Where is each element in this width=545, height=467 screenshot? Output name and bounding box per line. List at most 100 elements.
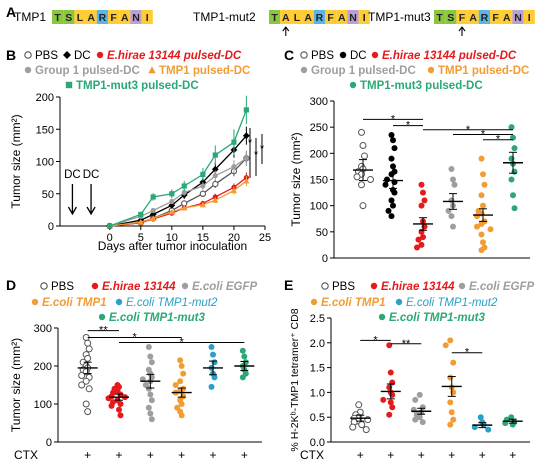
data-point xyxy=(414,244,420,251)
data-point xyxy=(448,409,455,416)
data-point xyxy=(442,342,449,349)
sig-c-1: * xyxy=(363,113,423,125)
data-point xyxy=(85,345,93,353)
data-point xyxy=(358,128,365,136)
data-point xyxy=(386,411,393,418)
residue-letter: I xyxy=(363,12,366,24)
residue-letter: S xyxy=(65,12,72,24)
legend-label: PBS xyxy=(332,281,355,293)
data-point xyxy=(445,207,452,214)
ctx-mark: + xyxy=(357,448,364,462)
group-c-1 xyxy=(353,128,374,210)
ctx-mark: + xyxy=(418,448,425,462)
data-point xyxy=(108,402,115,409)
data-point xyxy=(199,201,206,208)
data-point xyxy=(243,107,249,113)
x-axis-label-b: Days after tumor inoculation xyxy=(98,239,247,253)
legend-c-group1: Group 1 pulsed-DC xyxy=(300,65,416,77)
data-point xyxy=(391,145,398,152)
group-c-3 xyxy=(413,181,433,251)
group-d-5 xyxy=(203,344,223,390)
residue-letter: A xyxy=(503,12,511,24)
data-point xyxy=(147,410,154,417)
residue-box xyxy=(445,10,457,24)
x-tick-label-b: 20 xyxy=(228,232,240,244)
data-point xyxy=(478,192,485,199)
data-point xyxy=(239,347,246,354)
x-tick-label-b: 15 xyxy=(197,232,209,244)
data-point xyxy=(212,180,219,188)
ctx-mark: + xyxy=(115,448,122,462)
data-point xyxy=(511,205,518,212)
sig-d-1: ** xyxy=(87,325,119,337)
group-c-5 xyxy=(473,155,494,254)
y-axis-label-e: % H-2Kᵇ-TMP1 tetramer⁺ CD8 xyxy=(289,308,301,451)
group-d-1 xyxy=(77,334,98,416)
data-point xyxy=(480,171,486,178)
ctx-row-d: CTX + + + + + + xyxy=(14,448,248,462)
residue-box xyxy=(96,10,108,24)
data-point xyxy=(145,385,152,392)
sig-star: * xyxy=(260,143,265,155)
data-point xyxy=(150,207,156,214)
legend-marker xyxy=(395,298,403,306)
data-point xyxy=(420,189,426,196)
legend-marker xyxy=(98,313,106,321)
data-point xyxy=(178,412,185,419)
data-point xyxy=(243,155,249,161)
legend-marker xyxy=(427,66,435,74)
residue-box xyxy=(52,10,64,24)
sig-star: * xyxy=(406,120,411,132)
residue-box xyxy=(74,10,86,24)
panel-letter-d: D xyxy=(6,277,16,293)
y-tick-label-c: 150 xyxy=(310,175,328,187)
peptide-name: TMP1-mut3 xyxy=(368,10,431,24)
data-point xyxy=(211,374,218,381)
residue-box xyxy=(467,10,479,24)
data-point xyxy=(239,374,246,381)
data-point xyxy=(358,421,366,429)
group-d-4 xyxy=(171,357,192,419)
data-point xyxy=(388,171,395,178)
data-point xyxy=(349,423,357,431)
legend-label: E.hirae 13144 xyxy=(102,281,176,293)
legend-label: Group 1 pulsed-DC xyxy=(311,65,416,77)
residue-box xyxy=(302,10,314,24)
sig-e-1: * xyxy=(360,334,391,346)
data-point xyxy=(168,201,176,209)
legend-marker xyxy=(339,51,347,59)
dc-label: DC xyxy=(83,169,100,181)
dc-arrow xyxy=(67,184,77,216)
y-tick-label-c: 50 xyxy=(316,227,328,239)
data-point xyxy=(145,404,152,411)
residue-letter: N xyxy=(132,12,140,24)
data-point xyxy=(180,370,187,377)
legend-label: DC xyxy=(74,50,91,62)
data-point xyxy=(510,134,516,141)
x-tick-label-b: 5 xyxy=(138,232,144,244)
data-point xyxy=(388,132,395,139)
ctx-row-e: CTX + + + + + + xyxy=(300,448,516,462)
series-b-2 xyxy=(106,126,250,230)
legend-label: PBS xyxy=(51,281,74,293)
ctx-mark: + xyxy=(209,448,216,462)
data-point xyxy=(230,187,238,194)
ctx-mark: + xyxy=(147,448,154,462)
residue-letter: R xyxy=(316,12,324,24)
data-point xyxy=(145,344,152,350)
x-tick-label-b: 25 xyxy=(259,232,271,244)
residue-letter: F xyxy=(327,12,334,24)
legend-c-dc: DC xyxy=(339,50,367,62)
residue-box xyxy=(336,10,348,24)
sig-star: * xyxy=(391,113,396,125)
sig-e-3: * xyxy=(451,347,483,359)
group-d-2 xyxy=(105,382,129,419)
legend-b-pbs: PBS xyxy=(24,50,58,62)
y-axis-label-d: Tumor size (mm²) xyxy=(9,338,23,432)
data-point xyxy=(208,383,215,390)
residue-box xyxy=(108,10,120,24)
data-point xyxy=(510,192,516,199)
ctx-mark: + xyxy=(84,448,91,462)
data-point xyxy=(447,421,454,428)
legend-c-ehirae: E.hirae 13144 pulsed-DC xyxy=(371,50,517,62)
